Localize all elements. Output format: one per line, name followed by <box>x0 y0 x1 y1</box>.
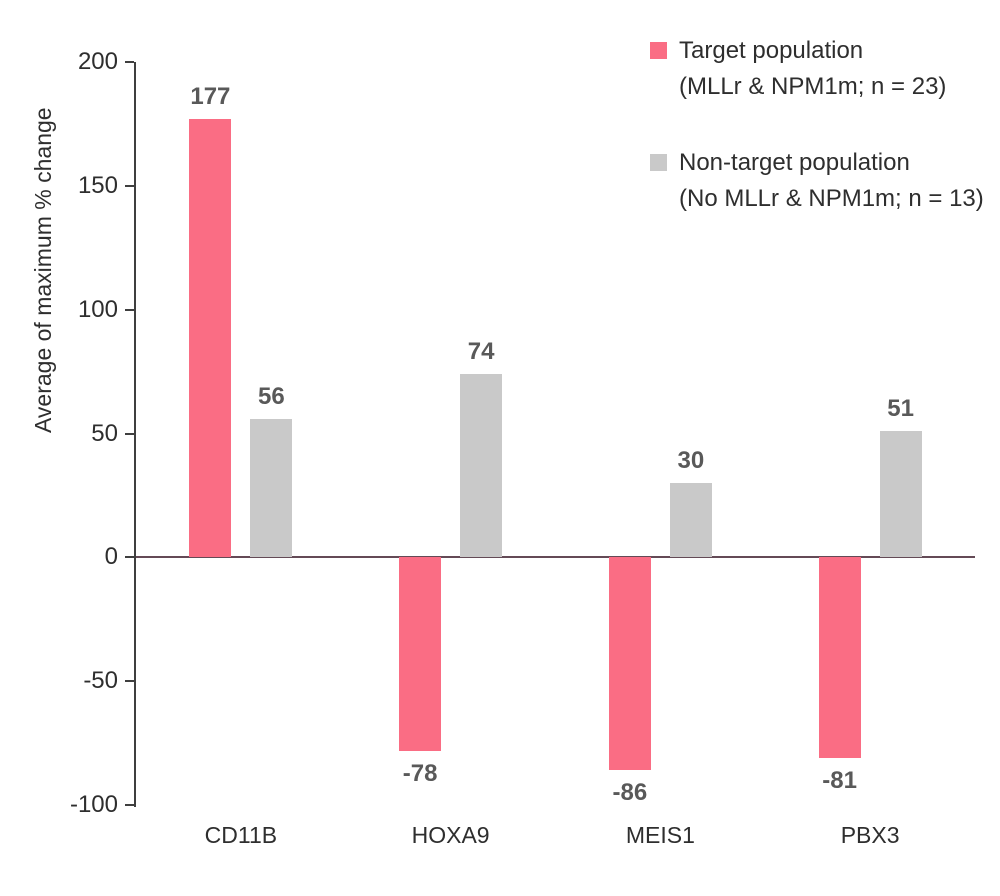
bar-non-target-population-MEIS1 <box>669 483 712 558</box>
y-tick-mark <box>125 432 134 435</box>
x-axis-label-HOXA9: HOXA9 <box>411 822 490 848</box>
target-population-swatch-icon <box>650 42 667 59</box>
bar-target-population-MEIS1 <box>608 557 651 771</box>
value-label-target-population-MEIS1: -86 <box>612 779 648 807</box>
bar-target-population-PBX3 <box>818 557 861 758</box>
legend-detail-target-population: (MLLr & NPM1m; n = 23) <box>679 73 947 100</box>
bar-target-population-CD11B <box>189 118 232 558</box>
y-tick-label: 150 <box>77 171 118 199</box>
x-axis-label-CD11B: CD11B <box>204 822 278 848</box>
y-tick-label: 50 <box>91 419 118 447</box>
y-tick-mark <box>125 804 134 806</box>
y-tick-mark <box>125 556 134 559</box>
y-tick-label: 0 <box>104 543 118 571</box>
legend-label-target-population: Target population <box>679 37 864 64</box>
zero-baseline <box>136 556 975 559</box>
y-tick-mark <box>125 308 134 311</box>
legend-detail-non-target-population: (No MLLr & NPM1m; n = 13) <box>679 185 984 212</box>
legend-entry-non-target-population: Non-target population (No MLLr & NPM1m; … <box>650 145 984 217</box>
y-tick-label: -100 <box>69 791 118 818</box>
y-axis-line <box>134 62 136 807</box>
value-label-non-target-population-HOXA9: 74 <box>467 338 495 366</box>
legend: Target population (MLLr & NPM1m; n = 23)… <box>650 33 984 257</box>
value-label-non-target-population-PBX3: 51 <box>887 395 914 423</box>
value-label-target-population-CD11B: 177 <box>190 82 231 110</box>
y-tick-label: 200 <box>77 48 118 75</box>
legend-label-non-target-population: Non-target population <box>679 149 910 176</box>
value-label-target-population-PBX3: -81 <box>822 766 857 794</box>
y-tick-mark <box>125 61 134 63</box>
y-tick-mark <box>125 184 134 187</box>
y-tick-mark <box>125 680 134 683</box>
y-tick-label: 100 <box>77 295 118 323</box>
y-tick-label: -50 <box>83 667 118 695</box>
x-axis-label-MEIS1: MEIS1 <box>625 822 695 848</box>
bar-non-target-population-HOXA9 <box>460 374 503 558</box>
non-target-population-swatch-icon <box>650 154 667 171</box>
value-label-non-target-population-MEIS1: 30 <box>677 447 705 475</box>
bar-non-target-population-CD11B <box>250 418 293 558</box>
bar-target-population-HOXA9 <box>399 557 442 751</box>
value-label-non-target-population-CD11B: 56 <box>258 382 285 410</box>
legend-entry-target-population: Target population (MLLr & NPM1m; n = 23) <box>650 33 984 105</box>
bar-non-target-population-PBX3 <box>879 431 922 558</box>
value-label-target-population-HOXA9: -78 <box>402 759 438 787</box>
x-axis-label-PBX3: PBX3 <box>840 822 900 848</box>
